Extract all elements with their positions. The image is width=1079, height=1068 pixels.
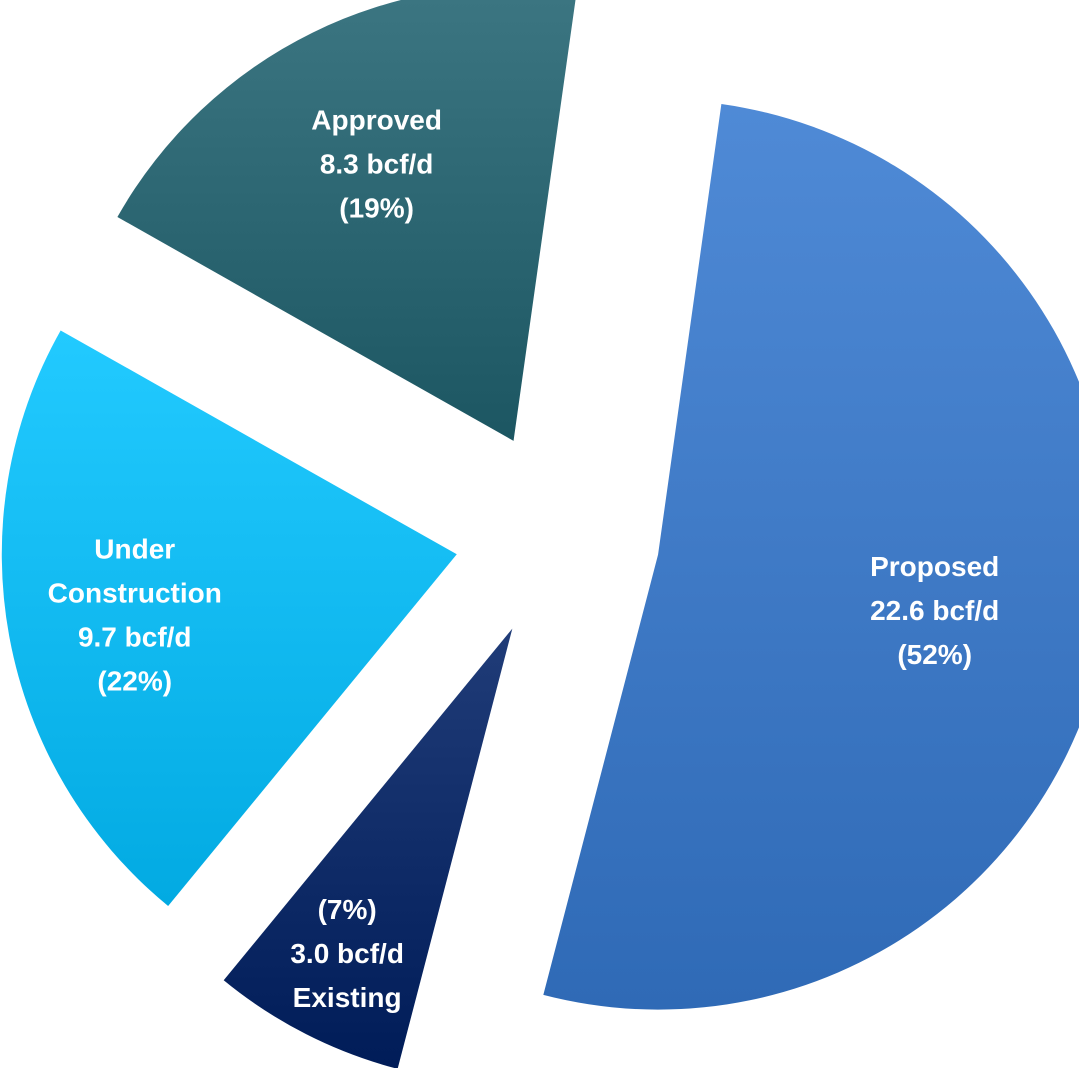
slice-label-line: Construction xyxy=(48,577,222,608)
slice-label-proposed: Proposed 22.6 bcf/d (52%) xyxy=(870,551,999,670)
slice-label-line: 3.0 bcf/d xyxy=(290,938,404,969)
slice-label-line: Approved xyxy=(311,104,442,135)
slice-label-existing: (7%) 3.0 bcf/d Existing xyxy=(290,894,404,1013)
slice-label-line: 22.6 bcf/d xyxy=(870,595,999,626)
slice-label-line: (22%) xyxy=(97,665,172,696)
slice-label-line: (7%) xyxy=(318,894,377,925)
slice-label-line: Under xyxy=(94,533,175,564)
slice-label-line: (52%) xyxy=(897,639,972,670)
slice-label-line: 8.3 bcf/d xyxy=(320,148,434,179)
slice-label-line: (19%) xyxy=(339,192,414,223)
pie-slice-under-construction xyxy=(1,330,457,906)
pie-slice-existing xyxy=(223,628,513,1068)
slice-label-line: Existing xyxy=(293,982,402,1013)
slice-label-approved: Approved 8.3 bcf/d (19%) xyxy=(311,104,442,223)
slice-label-line: 9.7 bcf/d xyxy=(78,621,192,652)
slice-label-under-construction: Under Construction 9.7 bcf/d (22%) xyxy=(48,533,222,696)
slice-label-line: Proposed xyxy=(870,551,999,582)
pie-slice-proposed xyxy=(543,104,1079,1010)
pie-slice-approved xyxy=(117,0,576,441)
labels-layer: Proposed 22.6 bcf/d (52%) (7%) 3.0 bcf/d Exis… xyxy=(48,104,1000,1013)
